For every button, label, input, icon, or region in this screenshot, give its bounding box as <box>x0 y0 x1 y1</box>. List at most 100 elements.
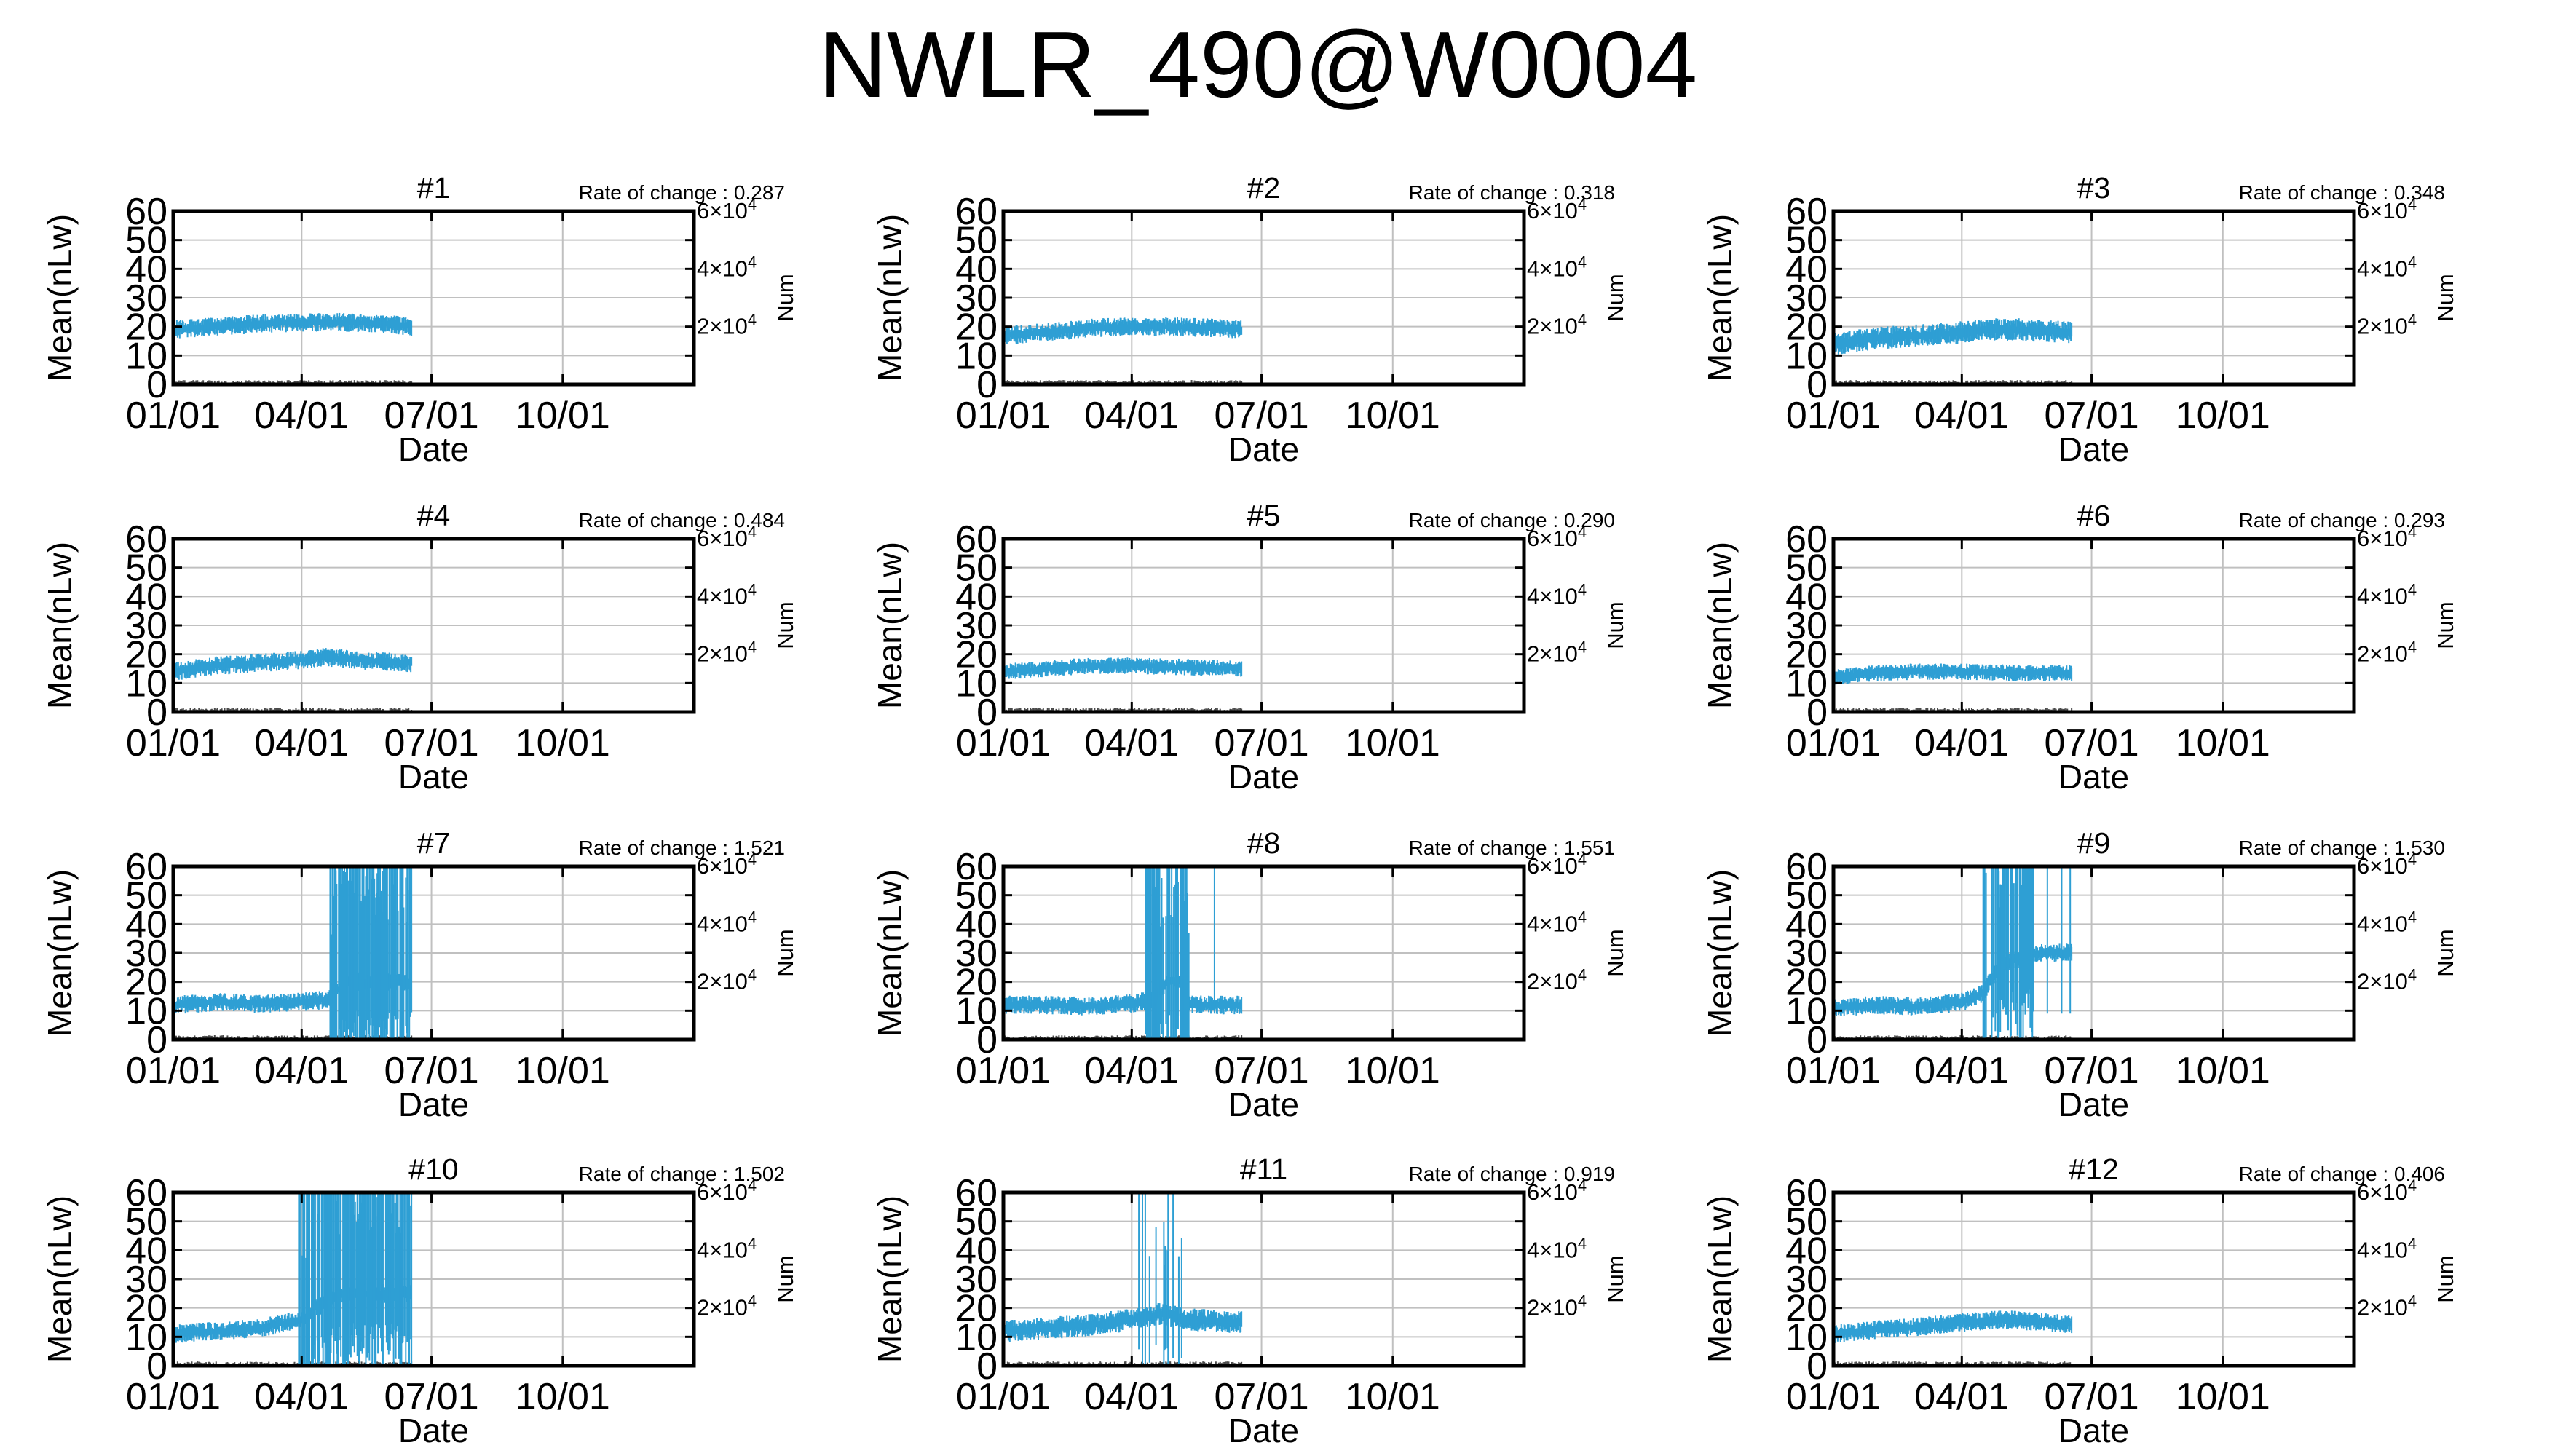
y2-tick-label: 4×104 <box>697 908 757 936</box>
y-tick-label: 10 <box>955 335 998 377</box>
y2-axis-label: Num <box>1603 601 1628 649</box>
y-tick-label: 40 <box>955 248 998 290</box>
y-tick-label: 60 <box>1785 518 1828 561</box>
x-tick-label: 07/01 <box>1214 722 1308 764</box>
y-tick-label: 0 <box>146 1019 167 1061</box>
x-axis-label: Date <box>2058 758 2129 796</box>
x-tick-label: 01/01 <box>126 722 221 764</box>
y2-axis-label: Num <box>773 929 798 976</box>
x-tick-label: 04/01 <box>1084 395 1179 437</box>
series-#7 <box>173 866 413 1040</box>
y-tick-label: 50 <box>1785 875 1828 917</box>
y2-tick-label: 6×104 <box>1527 195 1587 223</box>
x-tick-label: 10/01 <box>1346 395 1440 437</box>
gridlines <box>1833 539 2354 712</box>
y-tick-label: 60 <box>955 191 998 233</box>
y-tick-label: 10 <box>125 990 167 1032</box>
x-tick-label: 07/01 <box>384 1050 478 1092</box>
y-tick-label: 0 <box>976 1019 998 1061</box>
x-tick-label: 07/01 <box>1214 1050 1308 1092</box>
y2-tick-label: 2×104 <box>697 311 757 339</box>
figure-title: NWLR_490@W0004 <box>819 12 1697 117</box>
rate-of-change: Rate of change : 1.551 <box>1409 836 1615 859</box>
y-tick-label: 60 <box>125 518 167 561</box>
series-#5 <box>1003 657 1243 679</box>
x-tick-label: 01/01 <box>956 1050 1051 1092</box>
y-tick-label: 20 <box>125 634 167 676</box>
x-axis-label: Date <box>398 758 469 796</box>
y2-tick-label: 6×104 <box>697 195 757 223</box>
y-tick-label: 10 <box>1785 335 1828 377</box>
gridlines <box>1003 866 1524 1040</box>
y2-axis-label: Num <box>2433 274 2458 321</box>
x-tick-label: 01/01 <box>126 395 221 437</box>
y2-tick-label: 2×104 <box>2357 311 2417 339</box>
gridlines <box>173 866 694 1040</box>
y-tick-label: 20 <box>1785 306 1828 349</box>
y2-axis-label: Num <box>773 274 798 321</box>
rate-of-change: Rate of change : 0.293 <box>2239 509 2445 531</box>
y-tick-label: 40 <box>125 576 167 618</box>
panel-title: #2 <box>1247 171 1281 205</box>
gridlines <box>173 211 694 384</box>
x-tick-label: 01/01 <box>1786 722 1881 764</box>
y-tick-label: 0 <box>146 364 167 406</box>
y2-tick-label: 4×104 <box>2357 580 2417 609</box>
y-tick-label: 0 <box>1806 364 1828 406</box>
panel-title: #1 <box>417 171 451 205</box>
x-tick-label: 04/01 <box>254 395 349 437</box>
y-tick-label: 10 <box>125 335 167 377</box>
panel-title: #8 <box>1247 826 1281 860</box>
y2-axis-label: Num <box>773 601 798 649</box>
x-tick-label: 07/01 <box>384 395 478 437</box>
x-tick-label: 07/01 <box>2044 722 2139 764</box>
x-tick-label: 07/01 <box>2044 395 2139 437</box>
y-tick-label: 0 <box>1806 1019 1828 1061</box>
y2-tick-label: 2×104 <box>2357 638 2417 667</box>
x-tick-label: 10/01 <box>516 722 610 764</box>
y-axis-label: Mean(nLw) <box>871 542 909 709</box>
y-tick-label: 50 <box>125 220 167 262</box>
y2-tick-label: 4×104 <box>1527 908 1587 936</box>
y-axis-label: Mean(nLw) <box>1701 542 1739 709</box>
y2-tick-label: 6×104 <box>1527 523 1587 551</box>
y-tick-label: 40 <box>125 248 167 290</box>
y2-tick-label: 2×104 <box>1527 638 1587 667</box>
x-tick-label: 10/01 <box>516 1050 610 1092</box>
x-tick-label: 07/01 <box>384 722 478 764</box>
y-axis-label: Mean(nLw) <box>41 869 79 1037</box>
y-tick-label: 30 <box>955 605 998 647</box>
y-tick-label: 20 <box>125 962 167 1004</box>
y-tick-label: 40 <box>955 903 998 946</box>
x-tick-label: 07/01 <box>1214 395 1308 437</box>
y2-tick-label: 6×104 <box>697 850 757 879</box>
y-tick-label: 20 <box>1785 962 1828 1004</box>
y-tick-label: 50 <box>955 220 998 262</box>
y-tick-label: 0 <box>1806 692 1828 734</box>
y-tick-label: 60 <box>955 518 998 561</box>
y-tick-label: 0 <box>976 364 998 406</box>
y-tick-label: 30 <box>1785 933 1828 975</box>
y2-tick-label: 6×104 <box>1527 850 1587 879</box>
y-tick-label: 60 <box>955 846 998 888</box>
y2-tick-label: 2×104 <box>697 638 757 667</box>
panel-title: #3 <box>2077 171 2111 205</box>
series-#4 <box>173 648 413 681</box>
y-tick-label: 50 <box>955 547 998 590</box>
gridlines <box>1003 211 1524 384</box>
y-tick-label: 0 <box>146 692 167 734</box>
panel-title: #6 <box>2077 499 2111 532</box>
y-tick-label: 30 <box>1785 277 1828 320</box>
y-axis-label: Mean(nLw) <box>871 869 909 1037</box>
y-tick-label: 40 <box>955 576 998 618</box>
gridlines <box>1833 211 2354 384</box>
panel-title: #4 <box>417 499 451 532</box>
gridlines <box>1003 539 1524 712</box>
